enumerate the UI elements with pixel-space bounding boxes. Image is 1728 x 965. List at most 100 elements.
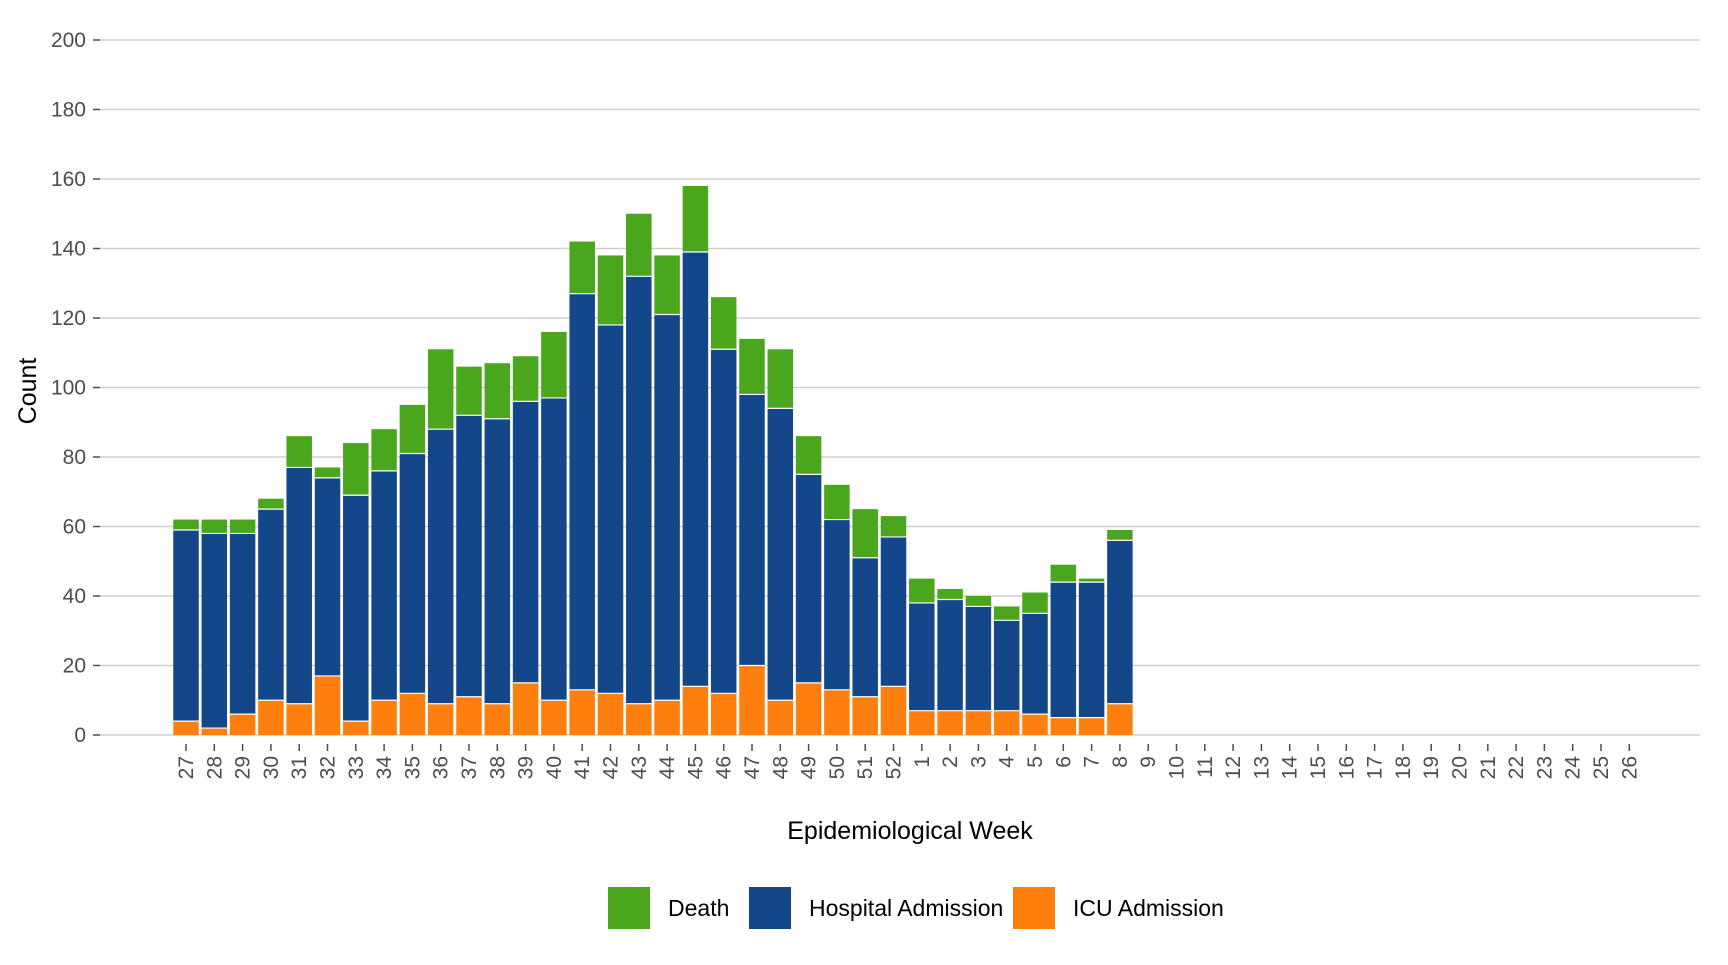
bar-hospital-admission-week-48 <box>767 408 794 701</box>
bar-death-week-5 <box>1022 592 1048 614</box>
y-tick-label: 20 <box>63 655 86 678</box>
bar-hospital-admission-week-32 <box>314 477 341 676</box>
x-tick-label: 19 <box>1420 756 1443 779</box>
bar-hospital-admission-week-8 <box>1107 540 1133 704</box>
bar-icu-admission-week-50 <box>824 689 850 735</box>
bar-hospital-admission-week-37 <box>456 415 482 697</box>
y-tick-label: 100 <box>51 377 86 400</box>
bar-hospital-admission-week-41 <box>569 293 595 690</box>
bar-icu-admission-week-38 <box>484 703 511 735</box>
bar-death-week-50 <box>824 484 850 520</box>
y-tick-label: 180 <box>51 99 86 122</box>
x-tick-label: 51 <box>854 756 877 779</box>
y-tick-label: 200 <box>51 29 86 52</box>
x-tick-label: 50 <box>826 756 849 779</box>
bar-hospital-admission-week-42 <box>597 324 624 694</box>
bar-death-week-51 <box>852 509 878 558</box>
x-tick-label: 37 <box>458 756 481 779</box>
bar-hospital-admission-week-29 <box>229 533 256 715</box>
bar-hospital-admission-week-4 <box>993 620 1020 711</box>
bar-death-week-37 <box>456 366 482 416</box>
x-tick-label: 14 <box>1279 756 1302 780</box>
bar-hospital-admission-week-40 <box>541 397 567 701</box>
bar-icu-admission-week-33 <box>343 721 369 735</box>
bar-death-week-31 <box>286 436 312 468</box>
bar-death-week-52 <box>880 516 907 537</box>
bar-icu-admission-week-43 <box>626 703 652 735</box>
bar-death-week-29 <box>229 519 256 534</box>
bar-hospital-admission-week-30 <box>258 509 284 701</box>
x-tick-label: 7 <box>1081 756 1104 768</box>
bar-death-week-34 <box>371 429 397 471</box>
x-tick-label: 31 <box>288 756 311 779</box>
bar-icu-admission-week-30 <box>258 700 284 735</box>
bar-icu-admission-week-41 <box>569 689 595 735</box>
bar-hospital-admission-week-1 <box>909 602 935 711</box>
legend: Death Hospital Admission ICU Admission <box>608 887 1224 929</box>
bar-hospital-admission-week-47 <box>739 394 765 666</box>
bar-death-week-3 <box>965 596 992 607</box>
bar-death-week-45 <box>682 185 709 252</box>
bar-death-week-4 <box>993 606 1020 621</box>
bar-icu-admission-week-47 <box>739 665 765 735</box>
bar-death-week-33 <box>343 443 369 496</box>
bar-death-week-40 <box>541 331 567 398</box>
x-tick-label: 8 <box>1109 756 1132 768</box>
bar-icu-admission-week-39 <box>512 682 539 736</box>
bar-death-week-1 <box>909 578 935 603</box>
bar-hospital-admission-week-36 <box>427 429 454 704</box>
x-tick-label: 1 <box>911 756 934 768</box>
y-tick-label: 0 <box>74 724 86 747</box>
bar-hospital-admission-week-52 <box>880 536 907 687</box>
legend-label-hospital-admission: Hospital Admission <box>809 895 1003 921</box>
bar-icu-admission-week-1 <box>909 710 935 735</box>
x-tick-label: 28 <box>203 756 226 779</box>
legend-swatch-hospital-admission <box>749 887 791 929</box>
bar-death-week-38 <box>484 363 511 419</box>
x-tick-label: 21 <box>1477 756 1500 779</box>
y-tick-label: 120 <box>51 307 86 330</box>
x-tick-label: 16 <box>1335 756 1358 779</box>
y-tick-label: 80 <box>63 446 86 469</box>
x-tick-label: 13 <box>1250 756 1273 779</box>
bar-icu-admission-week-31 <box>286 703 312 735</box>
x-tick-label: 6 <box>1052 756 1075 768</box>
x-tick-label: 10 <box>1166 756 1189 779</box>
bar-death-week-46 <box>710 297 737 350</box>
bar-hospital-admission-week-28 <box>201 533 228 729</box>
x-tick-label: 45 <box>684 756 707 779</box>
x-tick-label: 20 <box>1449 756 1472 779</box>
bar-death-week-28 <box>201 519 228 534</box>
bar-icu-admission-week-29 <box>229 714 256 735</box>
bar-icu-admission-week-42 <box>597 693 624 735</box>
bar-icu-admission-week-6 <box>1050 717 1077 736</box>
x-tick-label: 41 <box>571 756 594 779</box>
bar-death-week-48 <box>767 349 794 409</box>
bar-icu-admission-week-52 <box>880 686 907 735</box>
x-tick-label: 47 <box>741 756 764 779</box>
x-tick-label: 18 <box>1392 756 1415 779</box>
x-tick-label: 29 <box>232 756 255 779</box>
bar-hospital-admission-week-51 <box>852 557 878 697</box>
bar-icu-admission-week-40 <box>541 700 567 735</box>
bar-hospital-admission-week-7 <box>1078 582 1105 718</box>
legend-label-icu-admission: ICU Admission <box>1073 895 1224 921</box>
bar-hospital-admission-week-46 <box>710 349 737 694</box>
bar-death-week-8 <box>1107 529 1133 541</box>
bar-icu-admission-week-3 <box>965 710 992 735</box>
bar-death-week-27 <box>173 519 199 530</box>
bar-hospital-admission-week-33 <box>343 495 369 722</box>
x-tick-label: 52 <box>883 756 906 779</box>
bar-icu-admission-week-48 <box>767 700 794 735</box>
bar-death-week-2 <box>937 589 963 600</box>
x-tick-label: 46 <box>713 756 736 779</box>
x-tick-label: 35 <box>401 756 424 779</box>
bar-icu-admission-week-32 <box>314 675 341 735</box>
bar-death-week-42 <box>597 255 624 325</box>
bar-death-week-41 <box>569 241 595 294</box>
bar-hospital-admission-week-45 <box>682 251 709 687</box>
x-tick-label: 22 <box>1505 756 1528 779</box>
x-tick-label: 32 <box>317 756 340 779</box>
